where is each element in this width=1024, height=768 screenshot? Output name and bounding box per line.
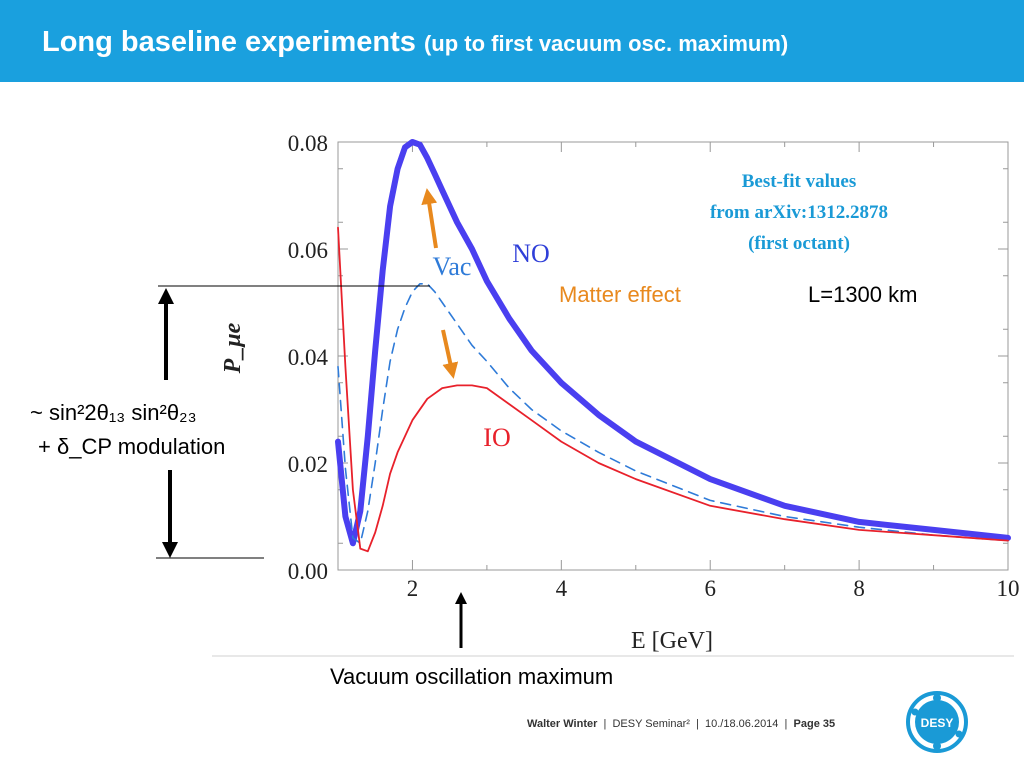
y-tick-label: 0.04 xyxy=(288,345,329,370)
x-axis-label: E [GeV] xyxy=(631,628,713,654)
y-tick-label: 0.02 xyxy=(288,452,328,477)
series-vac-line xyxy=(337,283,1009,545)
desy-logo-text: DESY xyxy=(921,716,954,730)
series-no-line xyxy=(335,139,1011,547)
y-tick-label: 0.08 xyxy=(288,131,328,156)
amplitude-label-2: + δ_CP modulation xyxy=(38,434,226,459)
best-fit-line-3: (first octant) xyxy=(748,233,850,254)
slide-title: Long baseline experiments (up to first v… xyxy=(42,26,788,59)
baseline-label: L=1300 km xyxy=(808,282,918,307)
title-main: Long baseline experiments xyxy=(42,26,416,58)
x-tick-label: 10 xyxy=(997,576,1020,601)
amplitude-label-1: ~ sin²2θ₁₃ sin²θ₂₃ xyxy=(30,400,197,425)
series-io-line xyxy=(337,226,1009,553)
x-tick-label: 2 xyxy=(407,576,419,601)
matter-arrow-down xyxy=(441,329,459,379)
footer-page: Page 35 xyxy=(793,718,836,730)
matter-effect-label: Matter effect xyxy=(559,282,681,307)
best-fit-line-1: Best-fit values xyxy=(741,171,857,192)
x-tick-label: 4 xyxy=(556,576,568,601)
y-tick-label: 0.06 xyxy=(288,238,328,263)
series-label-vac: Vac xyxy=(433,252,472,281)
series-label-io: IO xyxy=(483,423,510,452)
chart-axes: 2 4 6 8 10 0.00 0.02 0.04 0.06 0.08 E [GeV] P_μe xyxy=(220,131,1020,654)
footer-date: 10./18.06.2014 xyxy=(705,718,779,730)
title-sub: (up to first vacuum osc. maximum) xyxy=(423,31,789,56)
matter-arrow-up xyxy=(421,188,438,249)
series-label-no: NO xyxy=(512,239,550,268)
chart-decorations xyxy=(156,188,1014,657)
desy-logo: DESY xyxy=(906,691,968,753)
footer-author: Walter Winter xyxy=(527,718,598,730)
best-fit-line-2: from arXiv:1312.2878 xyxy=(709,202,888,223)
x-tick-label: 6 xyxy=(704,576,716,601)
footer: Walter Winter | DESY Seminar² | 10./18.0… xyxy=(527,718,836,730)
chart-series: NO Vac IO xyxy=(335,139,1011,553)
vacuum-max-label: Vacuum oscillation maximum xyxy=(330,664,614,689)
x-tick-label: 8 xyxy=(853,576,865,601)
y-axis-label: P_μe xyxy=(220,322,246,374)
best-fit-note: Best-fit values from arXiv:1312.2878 (fi… xyxy=(668,166,930,259)
y-tick-label: 0.00 xyxy=(288,559,328,584)
slide-header xyxy=(0,0,1024,82)
footer-event: DESY Seminar² xyxy=(612,718,690,730)
